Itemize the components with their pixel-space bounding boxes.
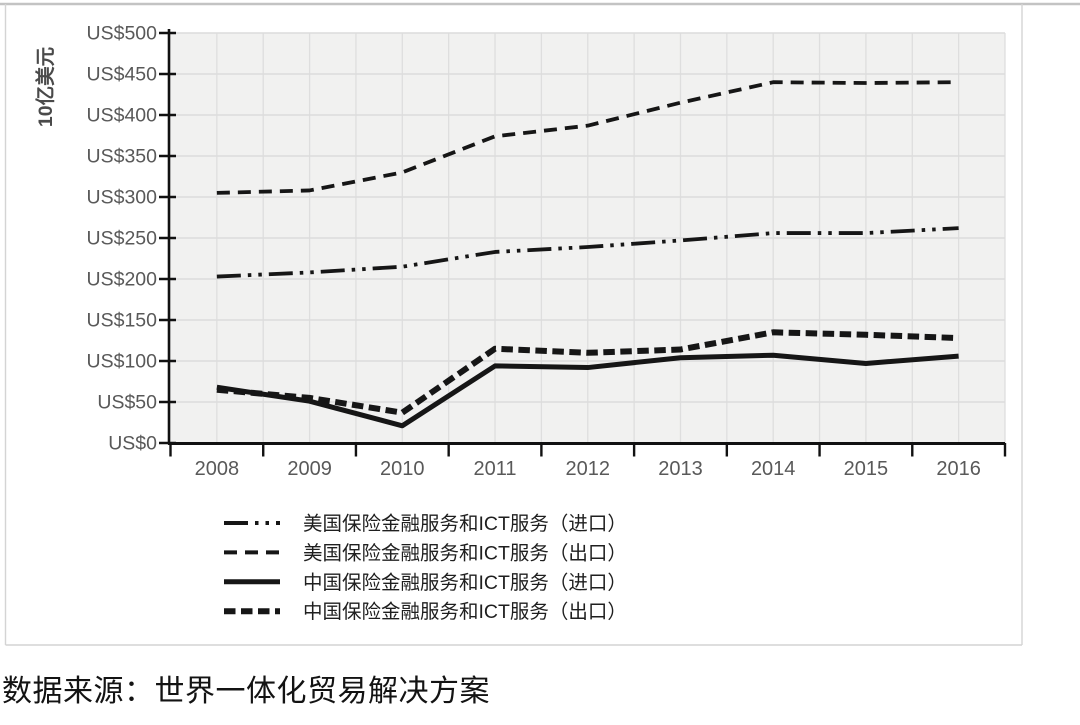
y-axis-tick-label: US$450 bbox=[87, 64, 158, 86]
x-axis-tick-label: 2011 bbox=[474, 458, 517, 480]
series-line-us-imports bbox=[216, 226, 959, 279]
series-line-cn-imports bbox=[216, 352, 959, 429]
x-axis-tick-label: 2009 bbox=[287, 458, 332, 480]
line-chart: US$0 US$50 US$100 US$150 US$200 US$250 US$300 U… bbox=[0, 2, 1080, 646]
y-axis-tick-label: US$0 bbox=[108, 433, 157, 455]
series-line-us-exports bbox=[216, 80, 959, 195]
y-axis-tick-label: US$100 bbox=[87, 351, 158, 373]
legend-label-cn-imports: 中国保险金融服务和ICT服务（进口） bbox=[303, 572, 627, 594]
legend-label-cn-exports: 中国保险金融服务和ICT服务（出口） bbox=[303, 601, 627, 623]
y-axis-tick-label: US$500 bbox=[87, 23, 158, 45]
y-axis-tick-label: US$300 bbox=[87, 187, 158, 209]
y-axis-tick-label: US$400 bbox=[87, 105, 158, 127]
y-axis-tick-label: US$250 bbox=[87, 228, 158, 250]
x-axis-tick-label: 2016 bbox=[936, 458, 981, 480]
series-line-cn-exports bbox=[216, 329, 959, 416]
y-axis-title: 10亿美元 bbox=[34, 46, 57, 127]
y-axis-tick-label: US$200 bbox=[87, 269, 158, 291]
legend-label-us-exports: 美国保险金融服务和ICT服务（出口） bbox=[303, 542, 627, 564]
x-axis-tick-label: 2012 bbox=[566, 458, 611, 480]
y-axis-tick-label: US$350 bbox=[87, 146, 158, 168]
x-axis-tick-label: 2015 bbox=[844, 458, 889, 480]
x-axis-tick-label: 2013 bbox=[658, 458, 703, 480]
y-axis-tick-label: US$150 bbox=[87, 310, 158, 332]
y-axis-tick-label: US$50 bbox=[97, 392, 157, 414]
x-axis-tick-label: 2014 bbox=[751, 458, 796, 480]
data-source-caption: 数据来源：世界一体化贸易解决方案 bbox=[2, 675, 490, 708]
legend-label-us-imports: 美国保险金融服务和ICT服务（进口） bbox=[303, 513, 627, 535]
x-axis-tick-label: 2008 bbox=[195, 458, 240, 480]
x-axis-tick-label: 2010 bbox=[380, 458, 425, 480]
